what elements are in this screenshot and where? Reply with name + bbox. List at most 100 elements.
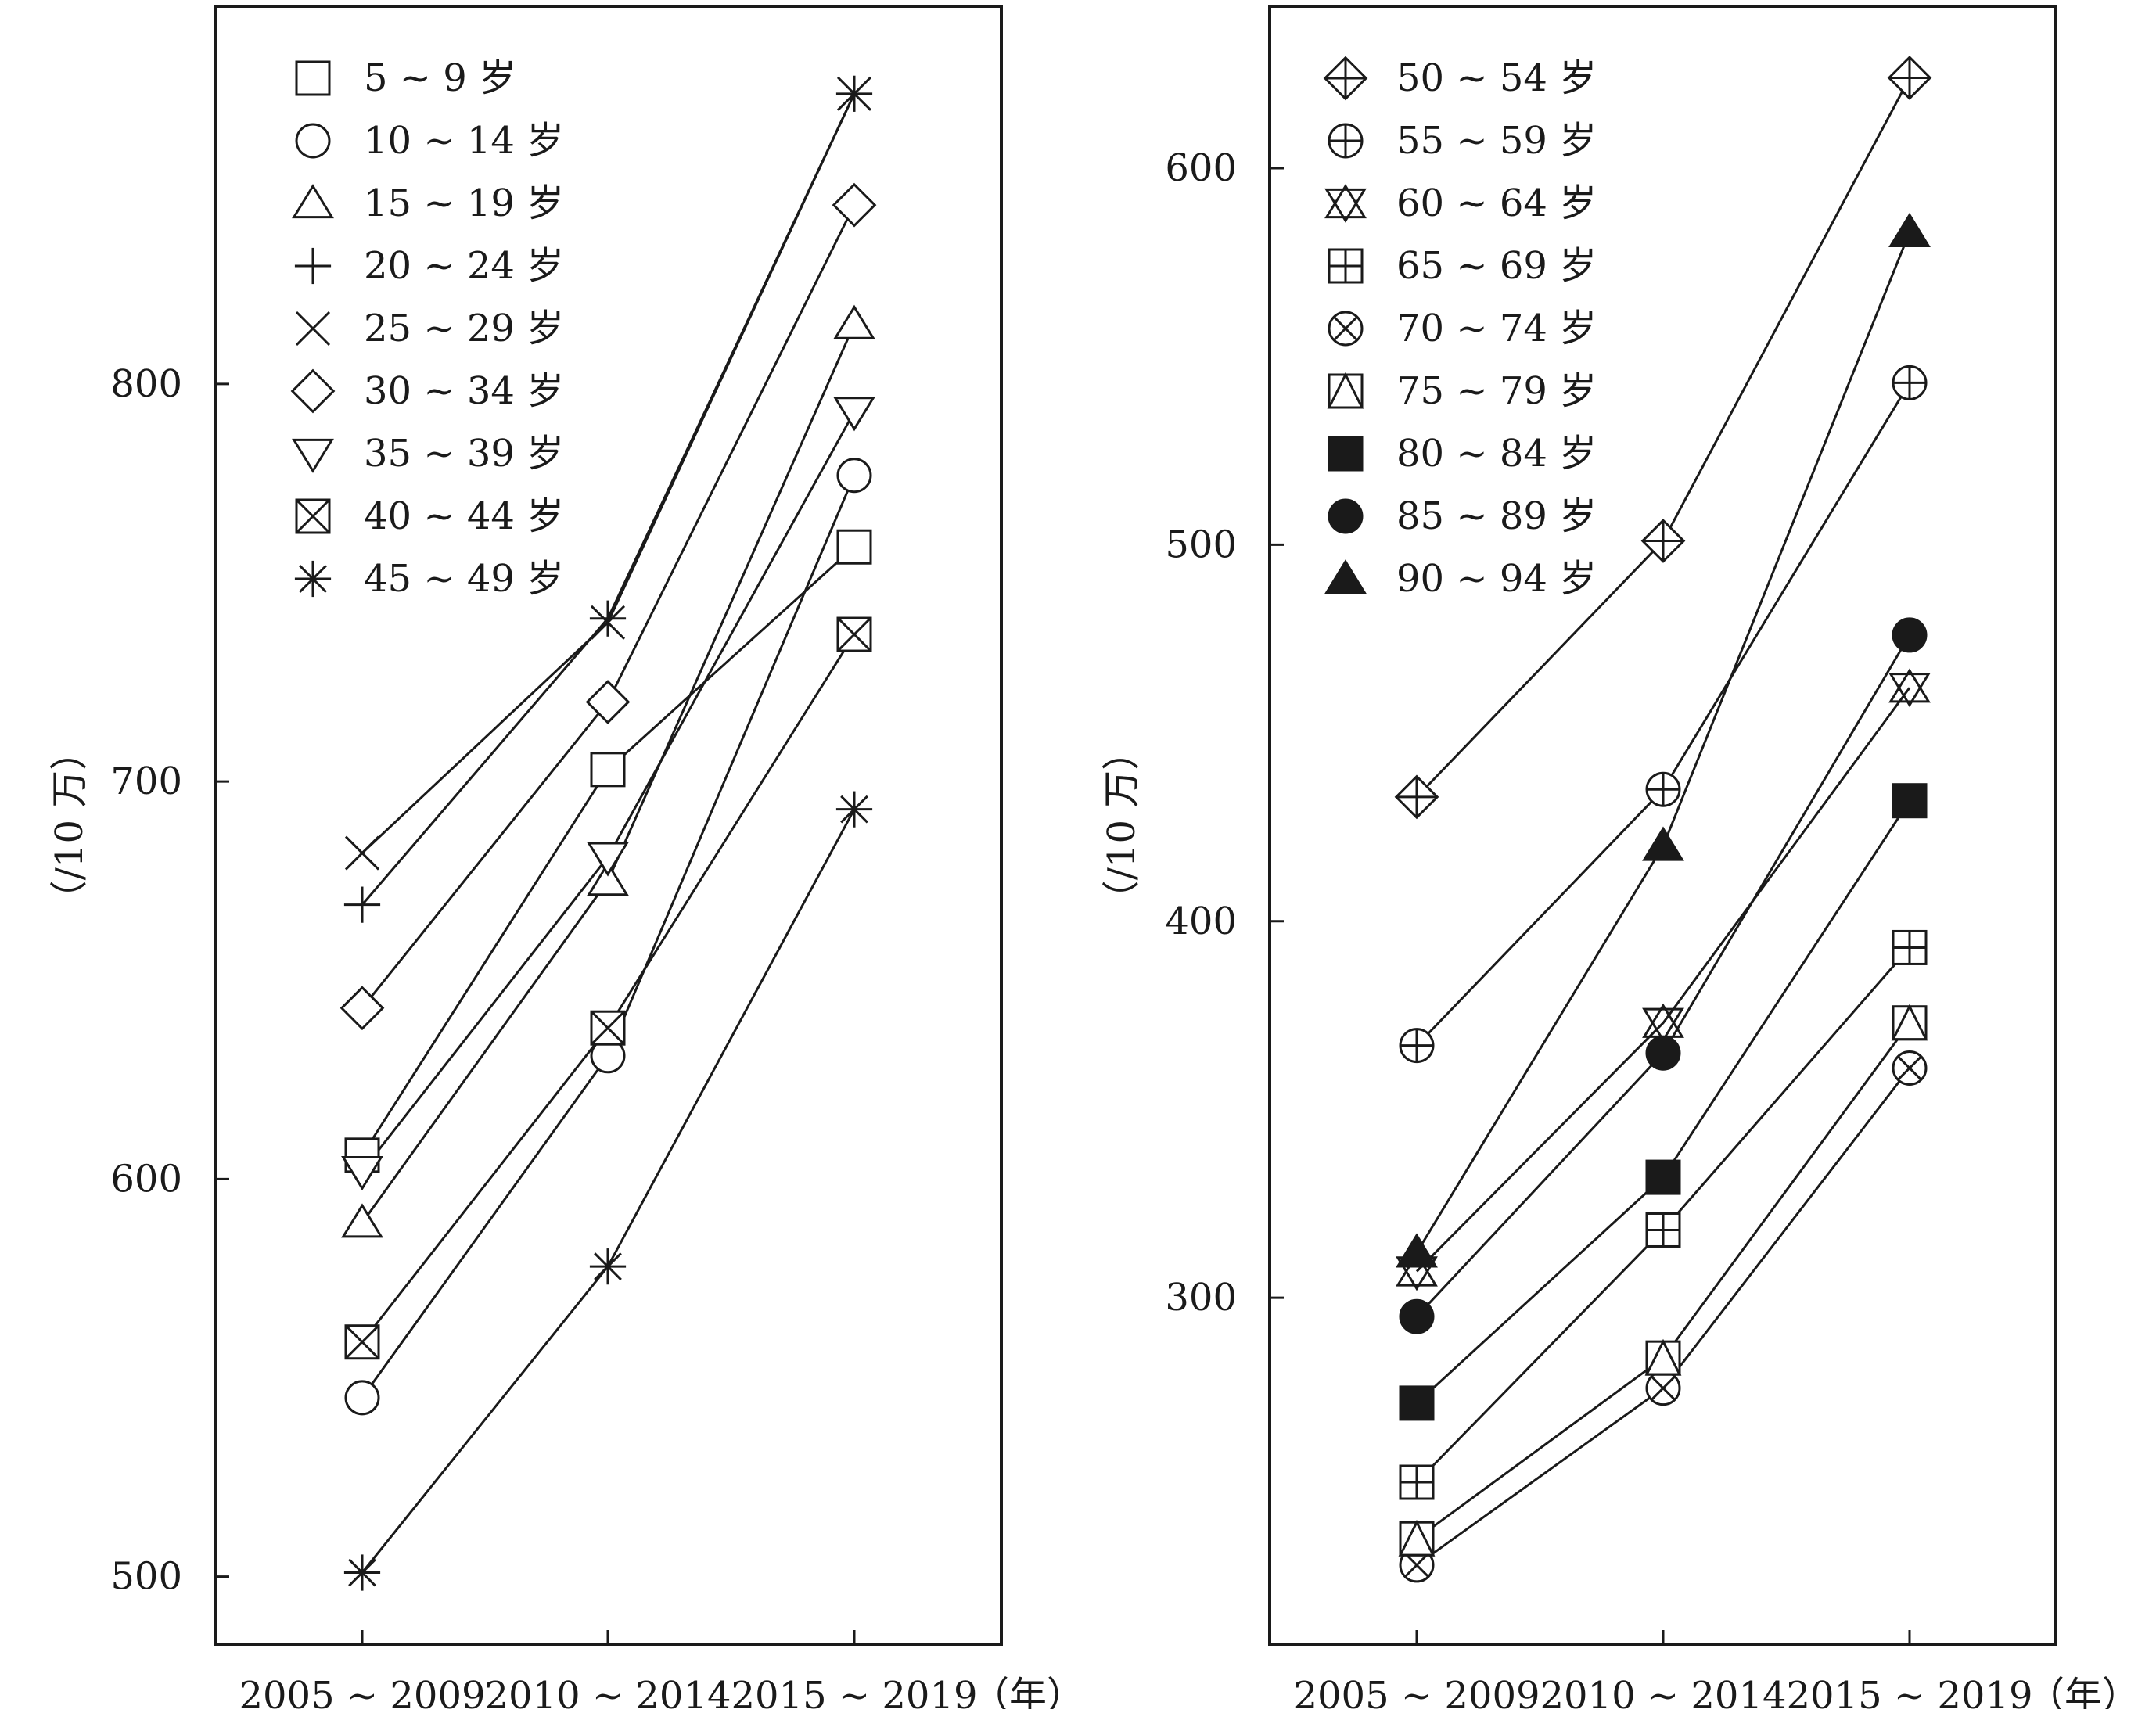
- series-points-1: [1394, 56, 1932, 820]
- series-line-3: [1415, 687, 1911, 1273]
- x-axis-unit: （年）: [972, 1674, 1084, 1709]
- data-point: [590, 1010, 626, 1046]
- data-point-marker: [832, 182, 877, 228]
- data-point: [832, 182, 877, 228]
- legend-marker: [1328, 436, 1364, 472]
- data-point-marker: [833, 397, 875, 432]
- data-point-marker: [1888, 212, 1931, 247]
- data-point: [343, 886, 381, 923]
- data-point-marker: [341, 1156, 383, 1191]
- plot-frame: [214, 5, 1003, 1646]
- data-point: [589, 600, 627, 637]
- legend-marker: [292, 184, 334, 219]
- data-point: [1887, 56, 1932, 100]
- data-point: [344, 1380, 380, 1416]
- data-point-marker: [340, 986, 385, 1031]
- chart-panel-2: 300 400 500 600 2005 ~ 2009 2010 ~ 2014 2015 ~…: [1100, 5, 2140, 1713]
- series-line-5: [1416, 1067, 1911, 1567]
- series-points-5: [344, 76, 872, 871]
- data-point-marker: [1642, 826, 1684, 861]
- data-point-marker: [1399, 1385, 1435, 1421]
- data-point: [1892, 1050, 1928, 1086]
- data-point: [1644, 1338, 1682, 1376]
- data-point-marker: [585, 680, 631, 724]
- data-point-marker-inner: [1398, 1519, 1436, 1557]
- legend-marker-stroke: [299, 565, 327, 593]
- data-point: [836, 458, 872, 494]
- series-points-5: [1399, 1050, 1928, 1583]
- data-point-marker-inner: [1644, 1338, 1682, 1376]
- data-point-marker: [836, 529, 872, 565]
- data-point: [1892, 783, 1928, 819]
- x-tick-label: 2005 ~ 2009: [239, 1674, 485, 1709]
- data-point-marker: [1396, 1252, 1438, 1287]
- series-points-7: [1399, 783, 1928, 1421]
- data-point-marker: [1888, 673, 1931, 708]
- data-point: [836, 76, 872, 111]
- legend-marker: [292, 438, 334, 473]
- series-points-2: [344, 458, 872, 1416]
- y-axis-label: （/10 万）: [1100, 733, 1144, 918]
- series-line-2: [1415, 382, 1911, 1047]
- legend-marker-stroke: [1333, 316, 1358, 341]
- legend-label: 55 ~ 59 岁: [1396, 119, 1597, 163]
- x-axis-unit: （年）: [2027, 1674, 2140, 1709]
- data-point-marker: [1645, 1340, 1681, 1376]
- data-point-marker: [344, 1380, 380, 1416]
- data-point-marker: [836, 458, 872, 494]
- legend-item: 40 ~ 44 岁: [295, 494, 564, 538]
- data-point: [1399, 1547, 1435, 1583]
- series-line-7: [1415, 799, 1911, 1405]
- data-point: [1892, 617, 1928, 653]
- data-point: [836, 616, 872, 652]
- legend-label: 85 ~ 89 岁: [1396, 494, 1597, 538]
- data-point-marker: [1645, 1159, 1681, 1195]
- legend-item: 90 ~ 94 岁: [1324, 557, 1597, 601]
- data-point: [1645, 1370, 1681, 1406]
- legend: 50 ~ 54 岁 55 ~ 59 岁 60 ~ 64 岁 65 ~ 69 岁 70 ~…: [1323, 56, 1597, 601]
- series-points-3: [341, 304, 875, 1238]
- legend-item: 60 ~ 64 岁: [1324, 181, 1597, 225]
- legend-label: 45 ~ 49 岁: [364, 557, 564, 601]
- legend-item: 50 ~ 54 岁: [1323, 56, 1597, 101]
- legend-marker: [295, 123, 331, 159]
- y-tick-label: 600: [1165, 146, 1237, 190]
- data-point: [1645, 771, 1681, 807]
- y-tick-label: 300: [1165, 1276, 1237, 1320]
- legend-item: 25 ~ 29 岁: [295, 307, 564, 350]
- data-point-marker-stroke: [344, 1324, 380, 1359]
- legend-label: 80 ~ 84 岁: [1396, 432, 1597, 476]
- legend-marker: [295, 60, 331, 96]
- data-point: [587, 861, 629, 896]
- data-point-marker: [1645, 1035, 1681, 1071]
- data-point-marker-stroke: [1651, 1375, 1676, 1401]
- data-point-marker-stroke: [348, 1558, 376, 1587]
- legend-item: 45 ~ 49 岁: [294, 557, 564, 601]
- data-point-marker-stroke: [344, 835, 380, 871]
- series-points-6: [340, 182, 877, 1031]
- x-tick-label: 2005 ~ 2009: [1293, 1674, 1540, 1709]
- data-point-marker: [587, 842, 629, 877]
- data-point-marker: [1396, 1233, 1438, 1268]
- y-tick-label: 800: [110, 362, 182, 406]
- data-point: [1892, 929, 1928, 965]
- series-points-2: [1399, 365, 1928, 1064]
- data-point-marker: [1399, 1298, 1435, 1334]
- data-point: [836, 529, 872, 565]
- legend-label: 5 ~ 9 岁: [364, 56, 516, 100]
- data-point: [1892, 365, 1928, 400]
- y-tick-label: 500: [1165, 523, 1237, 566]
- data-point: [1396, 1233, 1438, 1268]
- data-point: [344, 1324, 380, 1360]
- series-points-3: [1396, 668, 1931, 1291]
- legend-label: 90 ~ 94 岁: [1396, 557, 1597, 601]
- data-point: [1642, 826, 1684, 861]
- legend-item: 85 ~ 89 岁: [1328, 494, 1597, 538]
- legend-item: 15 ~ 19 岁: [292, 181, 564, 225]
- legend-marker-stroke: [295, 498, 331, 534]
- data-point: [589, 1248, 627, 1285]
- data-point: [1398, 1519, 1436, 1557]
- series-points-7: [341, 397, 875, 1191]
